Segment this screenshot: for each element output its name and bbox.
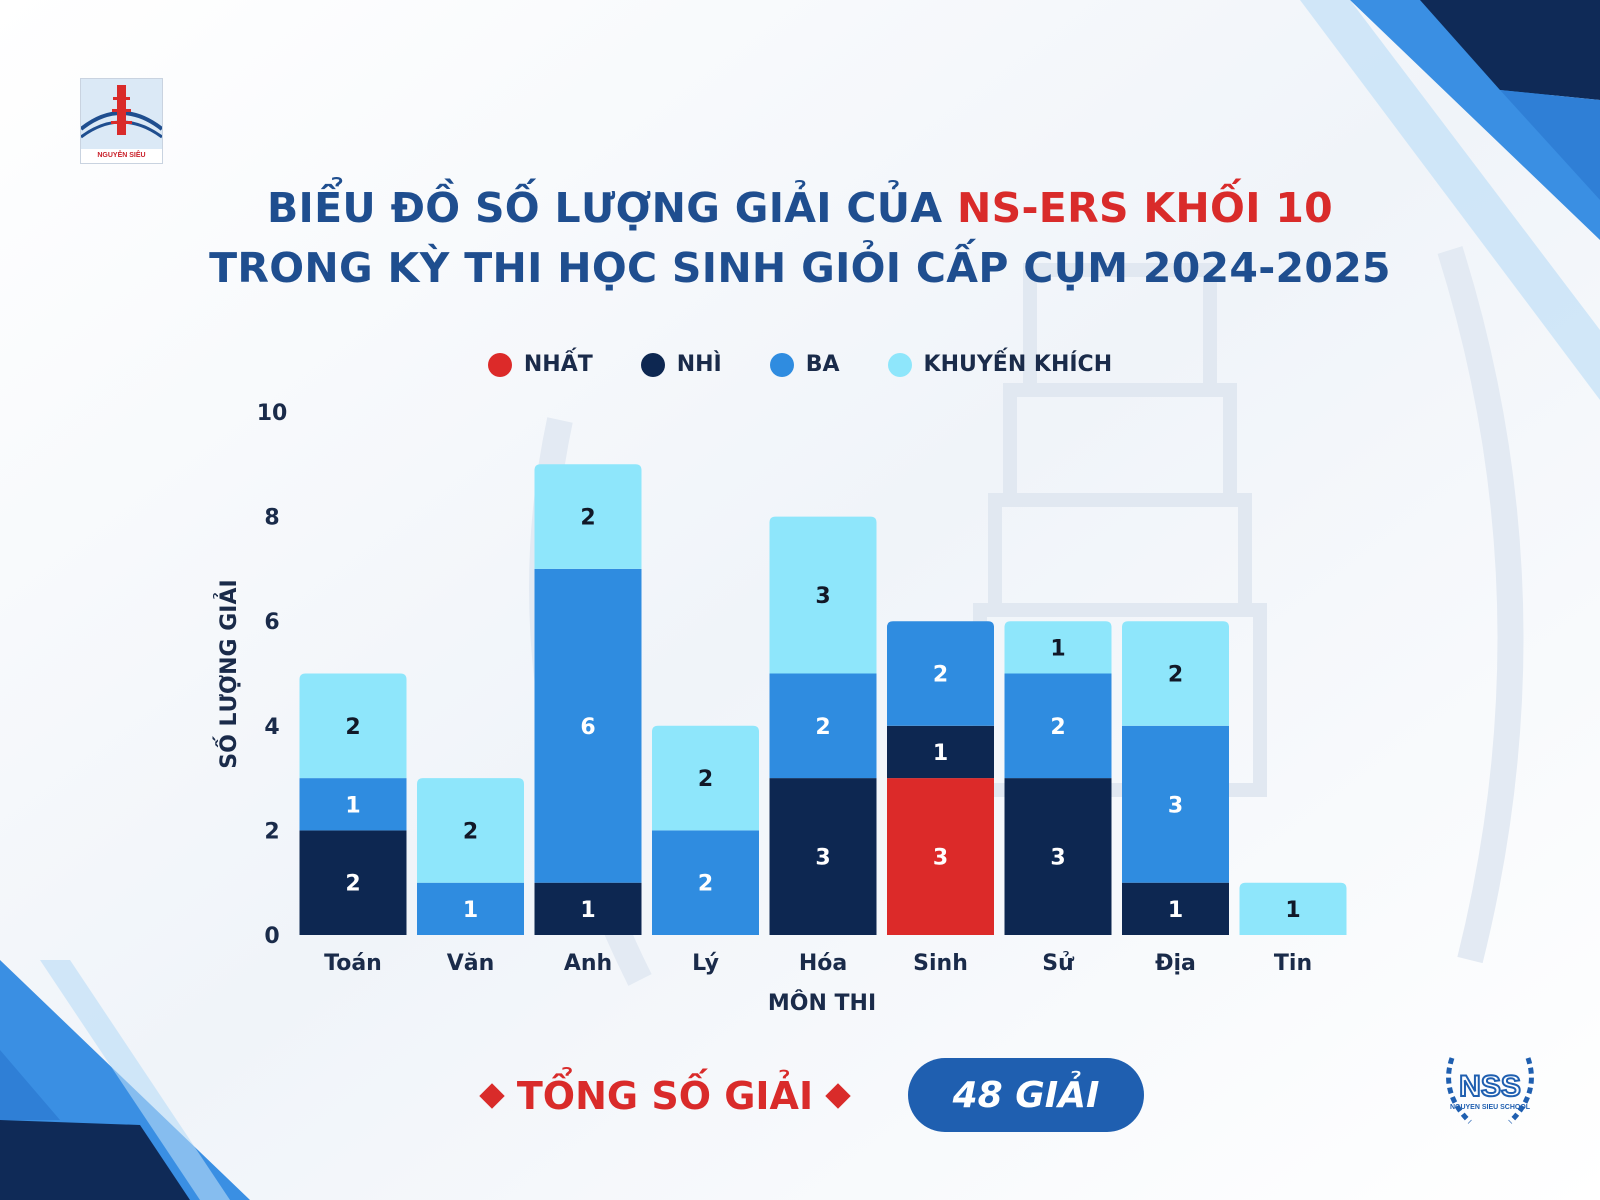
legend-item: BA [769, 352, 840, 377]
y-tick-label: 8 [264, 506, 279, 531]
bar-value-label: 1 [580, 898, 595, 923]
total-label-text: TỔNG SỐ GIẢI [516, 1074, 814, 1118]
chart-title-line1: BIỂU ĐỒ SỐ LƯỢNG GIẢI CỦA NS-ERS KHỐI 10 [0, 184, 1600, 232]
legend-swatch [487, 352, 512, 377]
bar-segment [299, 830, 407, 935]
x-tick-label: Sử [1042, 951, 1075, 976]
bar-value-label: 3 [1168, 793, 1183, 818]
bar-segment [769, 673, 877, 779]
bar-segment [1004, 621, 1112, 674]
x-tick-label: Lý [692, 951, 719, 976]
bar-segment [1122, 725, 1229, 883]
nss-logo-text: NSS [1459, 1070, 1521, 1103]
legend-item: KHUYẾN KHÍCH [887, 352, 1113, 377]
bar-segment [1239, 882, 1347, 935]
bar-segment [417, 778, 524, 883]
bar-value-label: 1 [1285, 898, 1300, 923]
bar-segment [887, 621, 994, 726]
bar-segment [534, 568, 642, 883]
legend-swatch [640, 352, 665, 377]
total-value-badge: 48 GIẢI [908, 1058, 1144, 1132]
bar-segment [887, 725, 994, 779]
bar-value-label: 3 [815, 584, 830, 609]
x-tick-label: Địa [1155, 951, 1196, 976]
x-tick-label: Anh [564, 951, 612, 976]
x-tick-label: Toán [324, 951, 382, 976]
x-tick-label: Sinh [913, 951, 968, 976]
diamond-icon [825, 1083, 851, 1109]
x-tick-label: Tin [1274, 951, 1312, 976]
bar-value-label: 2 [463, 819, 478, 844]
legend-label: NHẤT [523, 352, 593, 377]
total-label: TỔNG SỐ GIẢI [455, 1068, 875, 1124]
legend-label: NHÌ [676, 352, 722, 377]
pagoda-icon [79, 79, 164, 149]
y-tick-label: 6 [264, 610, 279, 635]
bar-value-label: 2 [698, 872, 713, 897]
bar-segment [299, 673, 407, 779]
bar-segment [769, 516, 877, 674]
bar-value-label: 1 [1168, 898, 1183, 923]
legend-item: NHẤT [487, 352, 593, 377]
bar-value-label: 1 [1050, 636, 1065, 661]
y-tick-label: 0 [264, 924, 279, 949]
bar-value-label: 2 [1050, 715, 1065, 740]
chart-title-main: BIỂU ĐỒ SỐ LƯỢNG GIẢI CỦA [267, 184, 958, 232]
bar-segment [887, 778, 994, 935]
bar-value-label: 2 [580, 506, 595, 531]
x-tick-label: Văn [447, 951, 495, 976]
legend-label: BA [805, 352, 840, 377]
x-axis-label: MÔN THI [768, 990, 876, 1016]
bar-segment [534, 464, 642, 569]
laurel-icon: NSS [1446, 1057, 1534, 1124]
legend-item: NHÌ [640, 352, 722, 377]
x-tick-label: Hóa [799, 951, 847, 976]
school-logo-text: NGUYỄN SIÊU [97, 152, 146, 159]
bar-value-label: 1 [933, 741, 948, 766]
chart-title-accent: NS-ERS KHỐI 10 [957, 184, 1333, 232]
bar-value-label: 2 [1168, 663, 1183, 688]
bar-value-label: 1 [345, 793, 360, 818]
bar-segment [769, 778, 877, 935]
bar-segment [1004, 673, 1112, 779]
legend-swatch [769, 352, 794, 377]
bar-segment [1122, 882, 1229, 935]
bar-value-label: 3 [933, 846, 948, 871]
bar-value-label: 3 [1050, 846, 1065, 871]
y-axis-label: SỐ LƯỢNG GIẢI [213, 579, 242, 768]
bar-value-label: 1 [463, 898, 478, 923]
bar-segment [1122, 621, 1229, 726]
school-logo: NGUYỄN SIÊU [79, 78, 164, 164]
bar-value-label: 2 [933, 663, 948, 688]
bar-value-label: 2 [345, 872, 360, 897]
bar-segment [652, 725, 759, 831]
legend-swatch [887, 352, 912, 377]
nss-logo-subtext: NGUYEN SIEU SCHOOL [1449, 1104, 1531, 1111]
bar-segment [652, 830, 759, 935]
legend-label: KHUYẾN KHÍCH [923, 352, 1113, 377]
bar-value-label: 2 [345, 715, 360, 740]
bar-segment [534, 882, 642, 935]
bar-value-label: 6 [580, 715, 595, 740]
chart-legend: NHẤT NHÌ BA KHUYẾN KHÍCH [0, 352, 1600, 377]
y-tick-label: 4 [264, 715, 279, 740]
bar-value-label: 2 [698, 767, 713, 792]
bar-segment [417, 882, 524, 935]
bar-segment [1004, 778, 1112, 935]
bar-segment [299, 778, 407, 831]
diamond-icon [479, 1083, 505, 1109]
bar-value-label: 3 [815, 846, 830, 871]
bar-value-label: 2 [815, 715, 830, 740]
nss-logo: NSS NGUYEN SIEU SCHOOL [1440, 1048, 1540, 1132]
chart-title-line2: TRONG KỲ THI HỌC SINH GIỎI CẤP CỤM 2024-… [209, 244, 1391, 292]
y-tick-label: 2 [264, 819, 279, 844]
y-tick-label: 10 [257, 401, 288, 426]
